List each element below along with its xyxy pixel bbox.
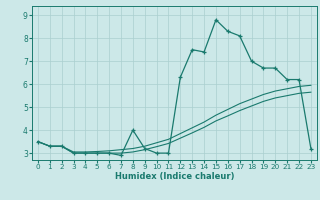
X-axis label: Humidex (Indice chaleur): Humidex (Indice chaleur) bbox=[115, 172, 234, 181]
